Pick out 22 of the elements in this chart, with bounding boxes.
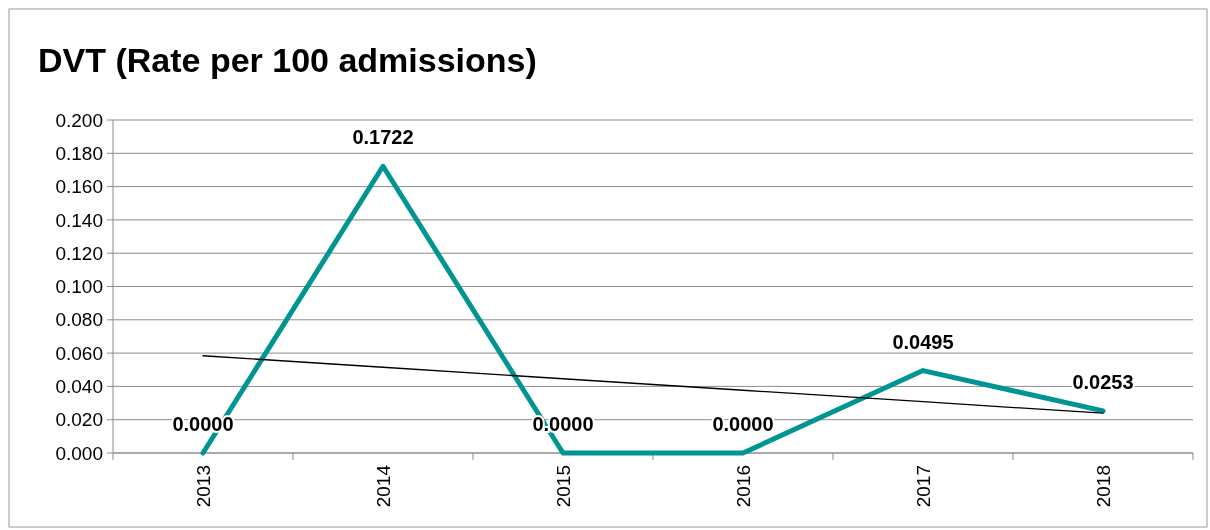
- y-tick-label: 0.200: [55, 109, 103, 131]
- data-label: 0.1722: [352, 126, 414, 149]
- y-tick-label: 0.160: [55, 176, 103, 198]
- y-tick-label: 0.000: [55, 442, 103, 464]
- x-tick-label: 2015: [552, 465, 574, 508]
- y-tick-label: 0.080: [55, 309, 103, 331]
- y-tick-label: 0.140: [55, 209, 103, 231]
- chart-title: DVT (Rate per 100 admissions): [38, 41, 537, 79]
- x-tick-label: 2016: [732, 465, 754, 508]
- y-tick-label: 0.100: [55, 276, 103, 298]
- x-tick-label: 2013: [192, 465, 214, 508]
- y-tick-label: 0.060: [55, 342, 103, 364]
- y-tick-label: 0.180: [55, 142, 103, 164]
- data-label: 0.0253: [1072, 370, 1134, 393]
- y-tick-label: 0.040: [55, 376, 103, 398]
- data-label: 0.0000: [712, 413, 774, 435]
- x-tick-label: 2018: [1092, 465, 1114, 508]
- y-tick-label: 0.120: [55, 242, 103, 264]
- data-label: 0.0495: [892, 330, 954, 353]
- x-tick-label: 2014: [372, 464, 394, 508]
- y-tick-label: 0.020: [55, 409, 103, 431]
- x-tick-label: 2017: [912, 465, 934, 508]
